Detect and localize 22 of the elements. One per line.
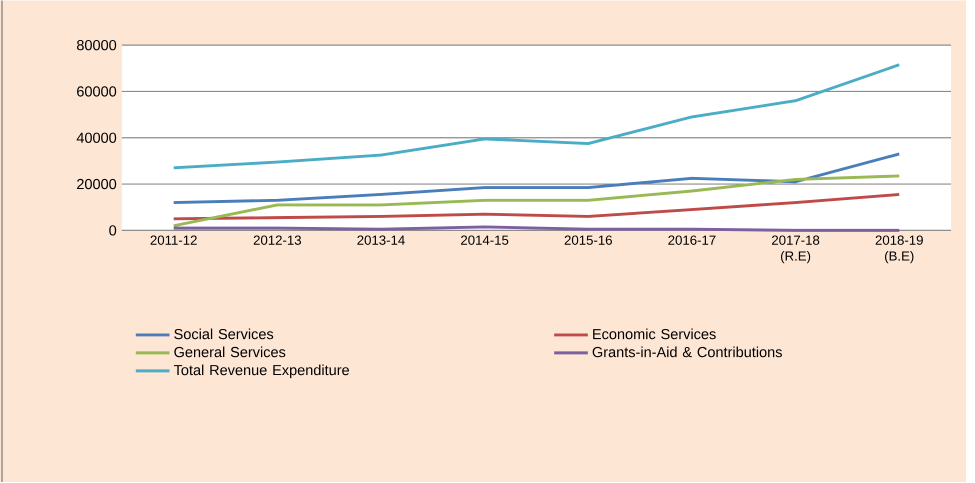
x-tick-label: 2013-14 [357,236,405,246]
x-tick-label: 2014-15 [461,236,508,246]
line-series [172,64,901,170]
x-tick-label: 2015-16 [564,236,612,246]
y-tick-label: 60000 [77,86,116,97]
legend-label: Social Services [174,328,274,340]
line-series [172,174,901,228]
y-tick-label: 20000 [77,179,116,190]
legend-label: General Services [174,346,286,358]
x-tick-label: 2018-19 (B.E) [876,236,923,264]
x-tick-label: 2011-12 [150,236,197,246]
y-tick-label: 0 [109,225,116,236]
line-series [172,193,901,220]
legend-label: Grants-in-Aid & Contributions [592,346,782,358]
x-tick-label: 2017-18 (R.E) [772,236,820,264]
legend-label: Total Revenue Expenditure [174,364,350,378]
line-series [172,152,901,204]
y-tick-label: 40000 [76,132,116,144]
x-tick-label: 2016-17 [668,236,716,246]
legend-label: Economic Services [593,328,716,340]
y-tick-label: 80000 [76,40,116,50]
x-tick-label: 2012-13 [254,236,301,246]
